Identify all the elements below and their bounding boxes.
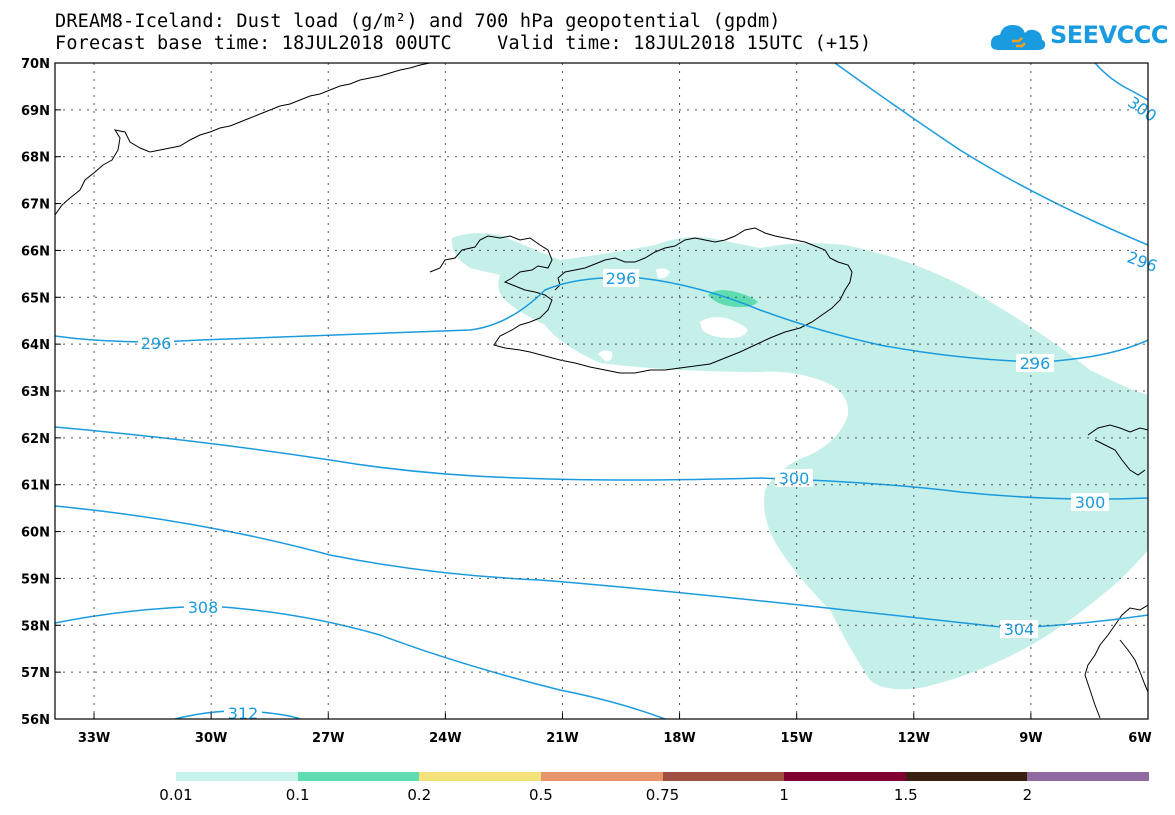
lat-label: 59N bbox=[21, 572, 50, 587]
colorbar-swatch bbox=[1027, 772, 1149, 781]
map-subtitle: Forecast base time: 18JUL2018 00UTC Vali… bbox=[55, 33, 872, 54]
lat-label: 63N bbox=[21, 385, 50, 400]
lon-label: 15W bbox=[780, 731, 812, 746]
colorbar-swatch bbox=[297, 772, 420, 781]
faroe-coast bbox=[1087, 424, 1148, 476]
greenland-coast bbox=[55, 63, 431, 216]
lat-label: 66N bbox=[21, 244, 50, 259]
lat-label: 65N bbox=[21, 291, 50, 306]
colorbar-label: 2 bbox=[1022, 786, 1033, 804]
colorbar-label: 0.5 bbox=[528, 786, 553, 804]
dust-area-light bbox=[451, 233, 1148, 690]
seevccc-logo: SEEVCCC bbox=[988, 14, 1169, 58]
colorbar-label: 0.75 bbox=[645, 786, 680, 804]
coastlines bbox=[55, 63, 1148, 719]
contour-300 bbox=[55, 426, 1148, 500]
colorbar-swatch bbox=[905, 772, 1028, 781]
contour-label: 296 bbox=[606, 269, 637, 288]
colorbar-swatch bbox=[540, 772, 663, 781]
contour-label: 304 bbox=[1004, 620, 1035, 639]
lon-label: 24W bbox=[429, 731, 461, 746]
contour-upper-right-2 bbox=[1094, 63, 1148, 101]
longitude-labels: 33W 30W 27W 24W 21W 18W 15W 12W 9W 6W bbox=[78, 731, 1152, 746]
contour-label: 300 bbox=[779, 469, 810, 488]
lat-label: 58N bbox=[21, 619, 50, 634]
dust-area-medium bbox=[708, 290, 758, 308]
lon-label: 6W bbox=[1128, 731, 1151, 746]
contour-label: 296 bbox=[141, 334, 172, 353]
contour-label: 300 bbox=[1075, 493, 1106, 512]
dust-area-hole-3 bbox=[656, 268, 670, 279]
scotland-coast bbox=[1084, 604, 1148, 719]
lat-label: 67N bbox=[21, 198, 50, 213]
map-title: DREAM8-Iceland: Dust load (g/m²) and 700… bbox=[55, 11, 781, 32]
dust-area-hole-1 bbox=[700, 317, 748, 338]
iceland-coast bbox=[429, 227, 853, 374]
cloud-icon bbox=[990, 25, 1046, 50]
colorbar-label: 0.01 bbox=[159, 786, 193, 804]
colorbar-swatch bbox=[662, 772, 785, 781]
lon-label: 18W bbox=[663, 731, 695, 746]
dust-area-hole-2 bbox=[598, 350, 613, 362]
colorbar-label: 1.5 bbox=[893, 786, 918, 804]
contour-label-clipped: 296 bbox=[1125, 248, 1160, 276]
lat-label: 64N bbox=[21, 338, 50, 353]
lat-label: 56N bbox=[21, 713, 50, 728]
contour-label: 312 bbox=[228, 704, 259, 723]
colorbar-label: 1 bbox=[779, 786, 789, 804]
logo-text: SEEVCCC bbox=[1050, 21, 1169, 49]
contour-label: 308 bbox=[188, 598, 219, 617]
contour-308 bbox=[55, 605, 666, 719]
lat-label: 57N bbox=[21, 666, 50, 681]
contour-label-clipped: 300 bbox=[1124, 93, 1160, 126]
colorbar-label: 0.2 bbox=[407, 786, 432, 804]
lon-label: 9W bbox=[1019, 731, 1042, 746]
axis-ticks bbox=[55, 62, 1149, 720]
colorbar-swatch bbox=[784, 772, 906, 781]
lat-label: 62N bbox=[21, 432, 50, 447]
lat-label: 68N bbox=[21, 151, 50, 166]
lon-label: 30W bbox=[195, 731, 227, 746]
latitude-labels: 70N 69N 68N 67N 66N 65N 64N 63N 62N 61N 60N 59N 58N 5… bbox=[21, 57, 50, 728]
lat-label: 61N bbox=[21, 479, 50, 494]
colorbar bbox=[176, 772, 1149, 781]
lon-label: 33W bbox=[78, 731, 110, 746]
contour-label: 296 bbox=[1020, 354, 1051, 373]
contour-296 bbox=[55, 276, 1148, 363]
lat-label: 60N bbox=[21, 526, 50, 541]
graticule bbox=[55, 63, 1148, 719]
contour-upper-right-1 bbox=[834, 63, 1148, 246]
dust-load-field bbox=[451, 233, 1148, 690]
colorbar-swatch bbox=[419, 772, 541, 781]
contour-labels: 296 296 296 300 300 304 308 312 300 296 bbox=[138, 93, 1160, 723]
lon-label: 27W bbox=[312, 731, 344, 746]
colorbar-label: 0.1 bbox=[285, 786, 310, 804]
lat-label: 70N bbox=[21, 57, 50, 72]
geopotential-contours bbox=[55, 63, 1148, 719]
lat-label: 69N bbox=[21, 104, 50, 119]
colorbar-swatch bbox=[176, 772, 298, 781]
lon-label: 21W bbox=[546, 731, 578, 746]
lon-label: 12W bbox=[898, 731, 930, 746]
